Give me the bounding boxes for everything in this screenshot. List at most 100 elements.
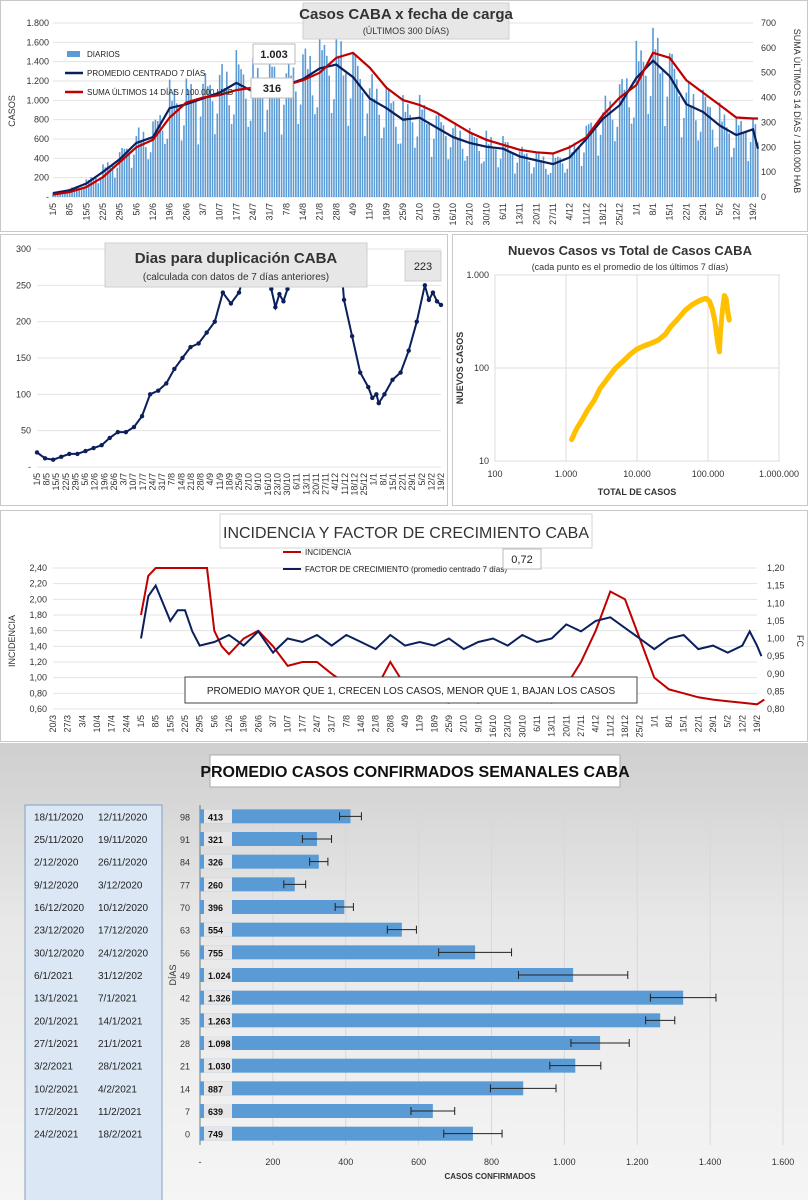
y2-tick-label: 0,90 — [767, 669, 785, 679]
x-tick-label: 18/12 — [620, 715, 630, 738]
value-label: 1.030 — [208, 1062, 231, 1072]
daily-bar — [466, 156, 469, 197]
x-tick-label: 29/5 — [70, 473, 80, 491]
legend-label: PROMEDIO CENTRADO 7 DÍAS — [87, 69, 205, 78]
date-to: 11/2/2021 — [98, 1107, 142, 1118]
x-tick-label: 20/11 — [561, 715, 571, 737]
x-tick-label: 29/1 — [698, 203, 708, 221]
daily-bar — [680, 137, 683, 197]
value-label-box — [204, 990, 232, 1005]
x-tick-label: 17/7 — [231, 203, 241, 221]
date-from: 25/11/2020 — [34, 835, 84, 846]
date-to: 24/12/2020 — [98, 948, 148, 959]
daily-bar — [521, 146, 523, 197]
value-label: 413 — [208, 812, 223, 822]
x-tick-label: 31/7 — [265, 203, 275, 221]
daily-bar — [699, 131, 702, 197]
y2-tick-label: 400 — [761, 93, 776, 103]
data-point — [398, 370, 403, 375]
daily-bar — [630, 123, 633, 197]
title-box — [104, 242, 368, 288]
daily-bar — [252, 58, 254, 197]
x-tick-label: 28/8 — [331, 203, 341, 221]
chart-title: Casos CABA x fecha de carga — [299, 6, 513, 23]
value-label-box — [204, 854, 232, 869]
data-point — [430, 290, 436, 295]
daily-bar — [78, 188, 80, 197]
day-label: 70 — [180, 903, 190, 913]
x-tick-label: 29/1 — [708, 715, 718, 733]
x-tick-label: 24/7 — [147, 473, 157, 491]
chart-incidencia: 0,60 0,80 1,00 1,20 1,40 1,60 1,80 2,00 2,20 2,40… — [7, 513, 805, 738]
y-tick-label: 1.600 — [26, 37, 49, 47]
daily-bar — [749, 141, 752, 197]
x-tick-label: 5/2 — [417, 473, 427, 486]
daily-bar — [668, 53, 671, 197]
daily-bar — [128, 151, 130, 197]
date-from: 27/1/2021 — [34, 1039, 79, 1050]
daily-bar — [692, 94, 695, 197]
daily-bar — [745, 132, 747, 197]
x-tick-label: 3/7 — [119, 473, 129, 486]
daily-bar — [176, 103, 178, 197]
day-label: 63 — [180, 926, 190, 936]
daily-bar — [406, 104, 409, 197]
daily-bar — [266, 109, 269, 197]
x-tick-label: 5/6 — [80, 473, 90, 486]
daily-bar — [342, 75, 345, 197]
daily-bar — [511, 153, 514, 197]
daily-bar — [211, 101, 214, 197]
daily-bar — [135, 136, 138, 197]
daily-bar — [476, 138, 478, 197]
y2-tick-label: 1,15 — [767, 581, 785, 591]
chart-casos: -2004006008001.0001.2001.4001.6001.80001… — [7, 2, 802, 226]
daily-bar — [178, 109, 180, 197]
daily-bar — [523, 154, 526, 197]
scatter-point — [726, 317, 732, 323]
daily-bar — [230, 124, 233, 197]
daily-bar — [747, 161, 750, 197]
daily-bar — [242, 74, 245, 197]
daily-bar — [687, 81, 690, 197]
y2-tick-label: 100 — [761, 167, 776, 177]
x-tick-label: 20/3 — [48, 715, 58, 733]
daily-bar — [706, 106, 709, 197]
week-bar — [200, 1036, 601, 1050]
x-tick-label: 1.000.000 — [759, 469, 799, 479]
day-label: 14 — [180, 1084, 190, 1094]
data-point — [438, 302, 444, 308]
x-tick-label: 10/7 — [283, 715, 293, 733]
value-label: 749 — [208, 1130, 223, 1140]
daily-bar — [87, 180, 90, 197]
x-tick-label: 25/9 — [398, 203, 408, 221]
callout-box — [502, 548, 542, 570]
daily-bar — [559, 157, 561, 197]
x-tick-label: 3/7 — [268, 715, 278, 728]
daily-bar — [385, 86, 388, 197]
daily-bar — [316, 107, 319, 197]
x-tick-label: 1/5 — [136, 715, 146, 728]
data-point — [188, 344, 193, 350]
x-tick-label: 25/9 — [444, 715, 454, 733]
daily-bar — [414, 147, 416, 197]
daily-bar — [116, 167, 119, 197]
daily-bar — [580, 165, 583, 197]
day-label: 84 — [180, 858, 190, 868]
daily-bar — [237, 64, 240, 197]
daily-bar — [223, 88, 226, 197]
y2-tick-label: 1,20 — [767, 563, 785, 573]
x-tick-label: 8/5 — [42, 473, 52, 486]
daily-bar — [137, 127, 140, 197]
x-tick-label: 30/10 — [481, 203, 491, 226]
day-label: 0 — [185, 1130, 190, 1140]
x-tick-label: 15/5 — [165, 715, 175, 733]
daily-bar — [440, 122, 442, 197]
data-point — [349, 334, 355, 339]
daily-bar — [66, 192, 69, 197]
daily-bar — [130, 167, 133, 197]
x-tick-label: 24/7 — [312, 715, 322, 733]
chart-subtitle: (ÚLTIMOS 300 DÍAS) — [363, 26, 449, 36]
daily-bar — [587, 124, 590, 197]
x-tick-label: 8/5 — [151, 715, 161, 728]
